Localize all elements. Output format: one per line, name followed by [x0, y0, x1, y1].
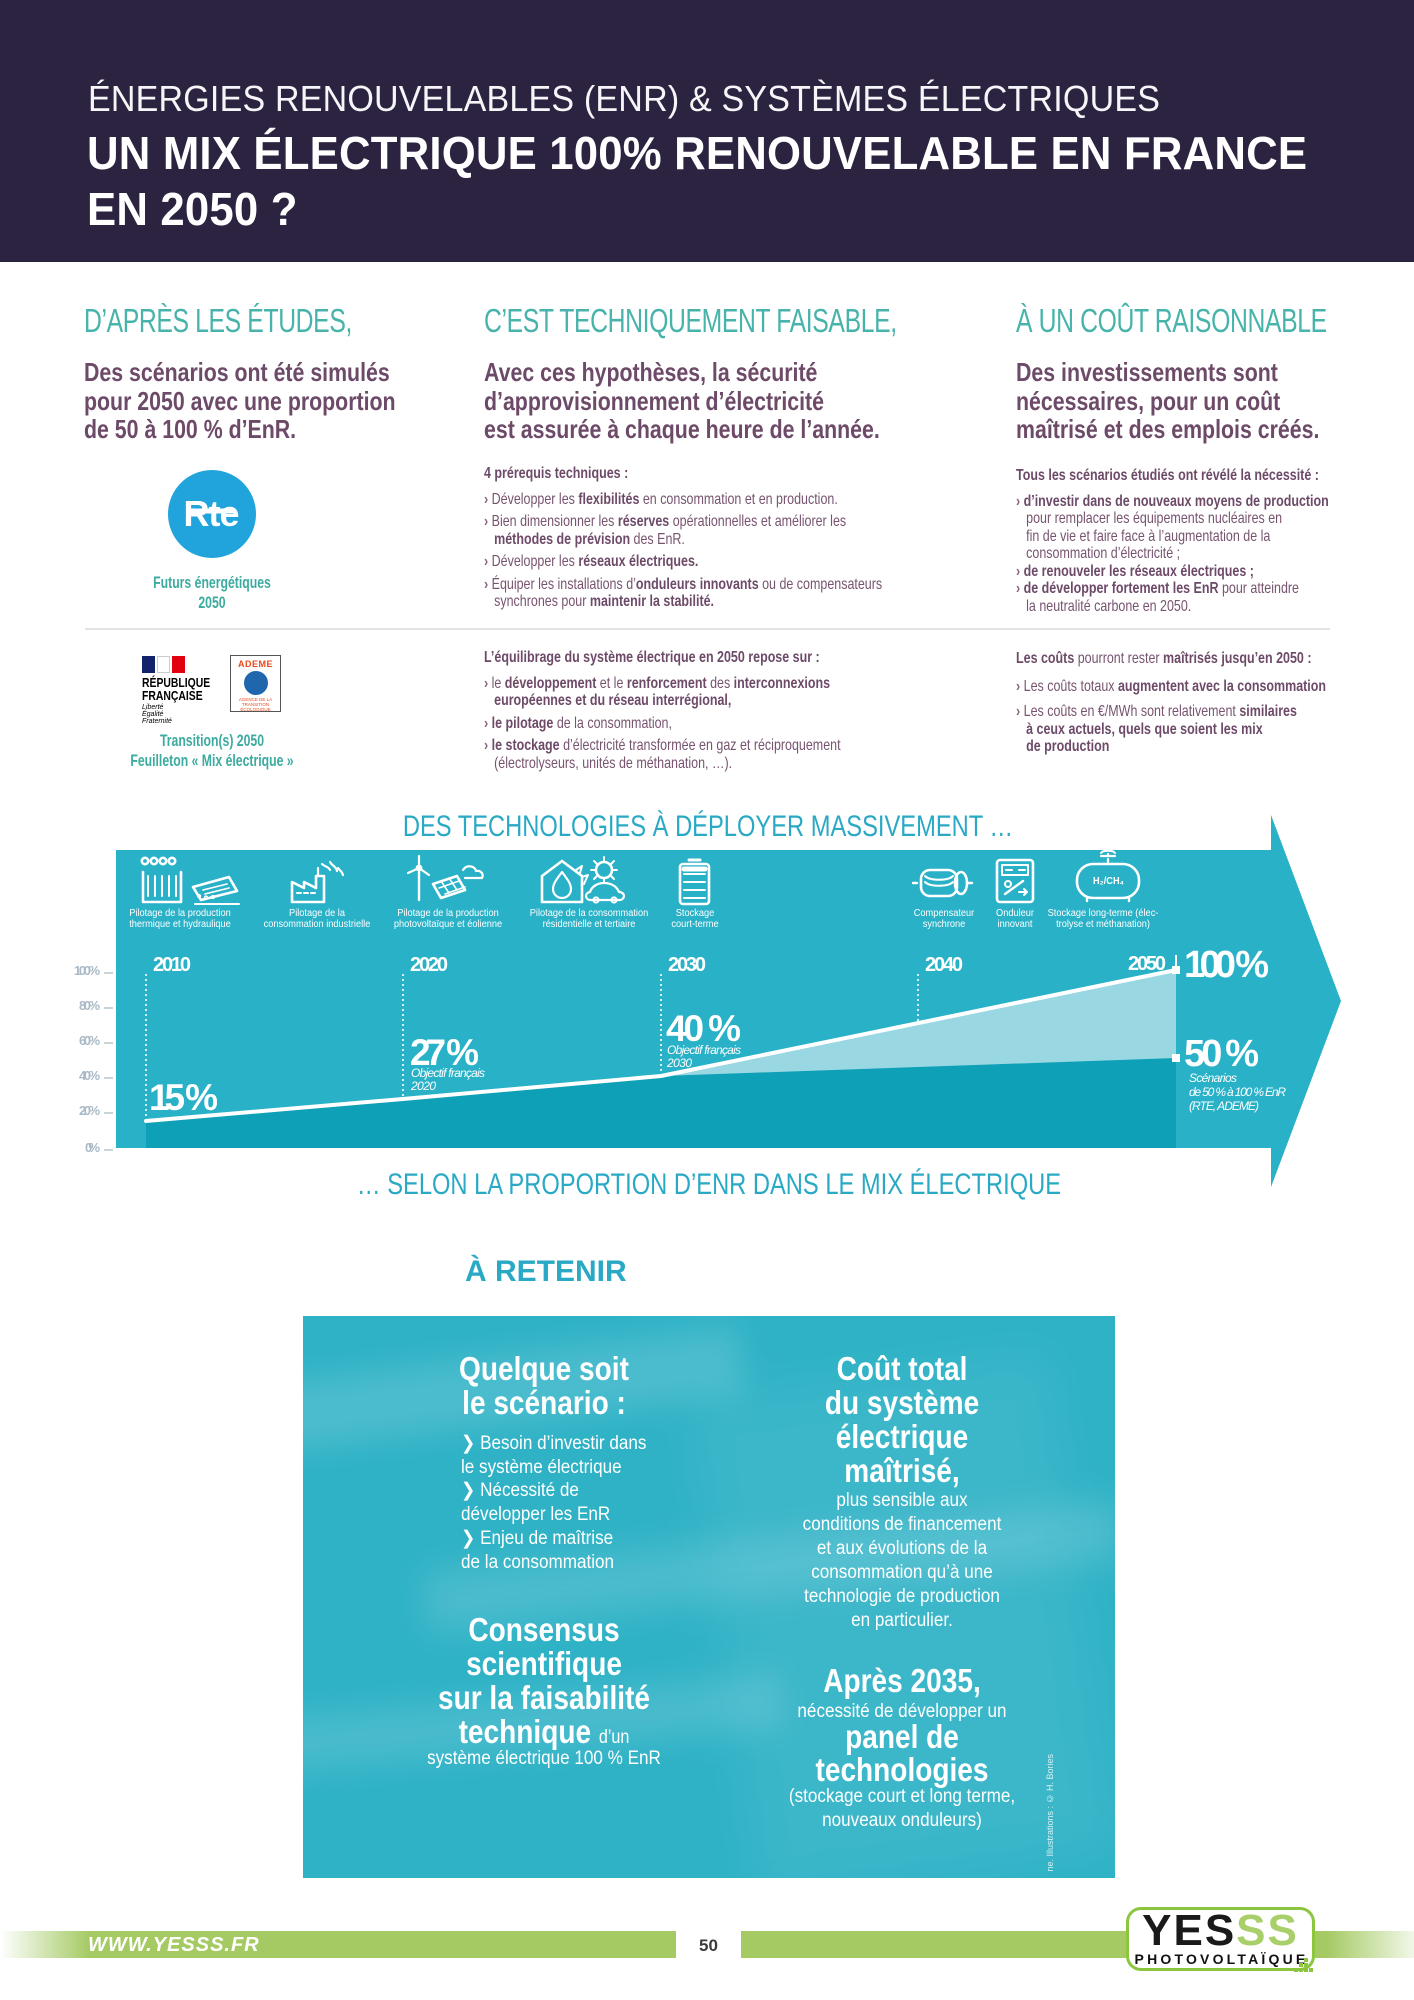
svg-text:thermique et hydraulique: thermique et hydraulique	[129, 919, 231, 931]
svg-text:2050: 2050	[1128, 953, 1166, 975]
svg-text:80%: 80%	[79, 998, 100, 1013]
svg-text:2030: 2030	[666, 1056, 692, 1070]
svg-text:photovoltaïque et éolienne: photovoltaïque et éolienne	[394, 919, 503, 931]
svg-text:innovant: innovant	[998, 919, 1033, 931]
svg-text:2020: 2020	[410, 954, 448, 976]
svg-text:40 %: 40 %	[666, 1008, 741, 1049]
svg-text:100%: 100%	[74, 963, 100, 978]
svg-text:Pilotage de la production: Pilotage de la production	[397, 908, 499, 920]
svg-text:Stockage: Stockage	[676, 908, 715, 920]
svg-text:(RTE, ADEME): (RTE, ADEME)	[1189, 1099, 1259, 1113]
svg-text:Pilotage de la consommation: Pilotage de la consommation	[530, 908, 648, 920]
svg-text:Onduleur: Onduleur	[996, 908, 1035, 920]
svg-text:2040: 2040	[925, 954, 963, 976]
svg-text:2010: 2010	[153, 954, 191, 976]
svg-text:20%: 20%	[79, 1103, 100, 1118]
svg-text:court-terme: court-terme	[671, 919, 719, 931]
svg-text:de 50 % à 100 % EnR: de 50 % à 100 % EnR	[1189, 1085, 1286, 1099]
svg-text:consommation industrielle: consommation industrielle	[264, 919, 371, 931]
svg-text:trolyse et méthanation): trolyse et méthanation)	[1056, 919, 1150, 931]
svg-text:Compensateur: Compensateur	[914, 908, 975, 920]
svg-text:Objectif français: Objectif français	[411, 1066, 485, 1080]
svg-text:60%: 60%	[79, 1033, 100, 1048]
svg-text:Stockage long-terme (élec-: Stockage long-terme (élec-	[1048, 908, 1159, 920]
svg-text:Pilotage de la production: Pilotage de la production	[129, 908, 231, 920]
svg-text:27 %: 27 %	[410, 1032, 479, 1073]
svg-text:0%: 0%	[85, 1140, 100, 1155]
svg-text:15 %: 15 %	[149, 1077, 218, 1118]
svg-text:résidentielle et tertiaire: résidentielle et tertiaire	[543, 919, 636, 931]
svg-text:Objectif français: Objectif français	[667, 1043, 741, 1057]
svg-text:40%: 40%	[79, 1068, 100, 1083]
svg-text:100 %: 100 %	[1184, 944, 1269, 986]
svg-text:50 %: 50 %	[1184, 1033, 1259, 1075]
svg-text:H₂/CH₄: H₂/CH₄	[1093, 876, 1124, 887]
svg-text:Pilotage de la: Pilotage de la	[289, 908, 345, 920]
svg-text:Scénarios: Scénarios	[1189, 1071, 1237, 1085]
svg-text:2020: 2020	[410, 1079, 436, 1093]
svg-text:synchrone: synchrone	[923, 919, 966, 931]
svg-text:2030: 2030	[668, 954, 706, 976]
